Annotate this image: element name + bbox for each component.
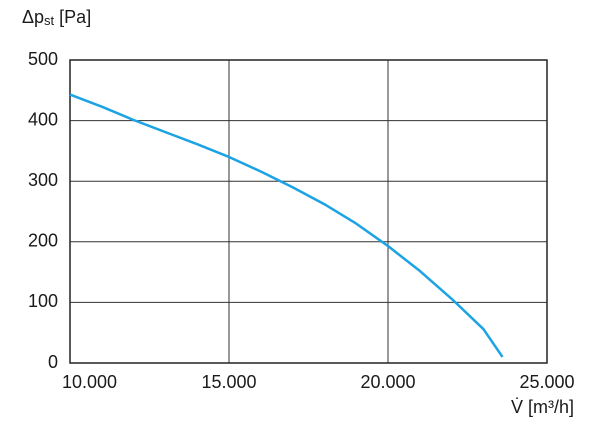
x-axis-label: V̇ [m³/h]	[511, 397, 574, 417]
curve	[69, 93, 504, 358]
y-axis-label-unit: [Pa]	[59, 7, 91, 27]
x-tick-label: 10.000	[62, 372, 117, 392]
x-tick-label: 20.000	[360, 372, 415, 392]
x-tick-label: 25.000	[519, 372, 574, 392]
y-axis-label-main: Δp	[22, 7, 44, 27]
y-axis-label: Δpst [Pa]	[22, 7, 91, 29]
x-tick-label: 15.000	[201, 372, 256, 392]
y-tick-label: 300	[28, 170, 58, 190]
y-tick-label: 0	[48, 352, 58, 372]
y-tick-label: 500	[28, 49, 58, 69]
y-tick-label: 100	[28, 291, 58, 311]
y-tick-label: 200	[28, 231, 58, 251]
y-tick-label: 400	[28, 109, 58, 129]
plot-frame	[69, 59, 548, 364]
y-axis-label-sub: st	[44, 13, 55, 28]
